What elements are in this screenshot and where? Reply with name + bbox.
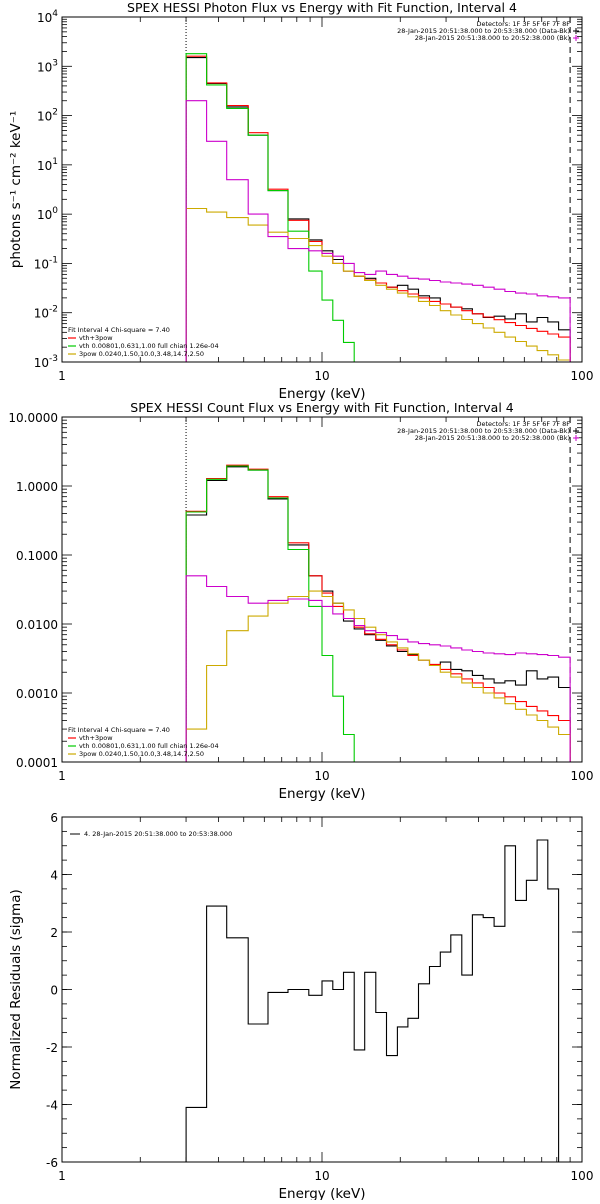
y-tick-label: -6 [46,1156,58,1170]
x-tick-label: 1 [58,369,66,383]
y-tick-base: 10 [37,110,52,124]
y-tick-exponent: 2 [52,108,58,118]
legend-fit-line: 3pow 0.0240,1.50,10.0,3.48,14.7,2.50 [79,350,204,358]
x-axis-label: Energy (keV) [279,786,366,802]
x-tick-label: 10 [314,1169,329,1183]
y-tick-label: -4 [46,1099,58,1113]
y-tick-label: -2 [46,1041,58,1055]
y-tick-exponent: 1 [52,157,58,167]
series-3pow [185,590,571,762]
series-residuals [185,839,571,1162]
y-tick-label: 0.0010 [16,687,58,701]
series-group [185,839,571,1162]
legend-info-line: 28-Jan-2015 20:51:38.000 to 20:52:38.000… [415,34,570,42]
y-tick-label: 4 [50,869,58,883]
y-tick-label: 2 [50,926,58,940]
legend-fit-line: Fit Interval 4 Chi-square = 7.40 [68,326,170,334]
y-tick-base: 10 [37,159,52,173]
x-tick-label: 10 [314,369,329,383]
chart-panel-2: SPEX HESSI Count Flux vs Energy with Fit… [8,400,593,802]
y-tick-exponent: 0 [52,206,58,216]
legend-info-line: 28-Jan-2015 20:51:38.000 to 20:52:38.000… [415,434,570,442]
x-tick-label: 100 [571,1169,594,1183]
y-tick-exponent: 4 [52,9,58,19]
chart-title: SPEX HESSI Count Flux vs Energy with Fit… [130,400,513,415]
x-axis-label: Energy (keV) [279,386,366,402]
legend-fit-line: vth+3pow [79,334,113,342]
y-tick-exponent: -3 [49,354,58,364]
series-bk [185,575,571,762]
y-tick-label: 101 [37,157,58,173]
series-data-bk [185,57,571,362]
legend-info-line: 28-Jan-2015 20:51:38.000 to 20:53:38.000… [397,27,570,35]
y-tick-label: 102 [37,108,58,124]
y-tick-exponent: 3 [52,58,58,68]
x-tick-label: 1 [58,1169,66,1183]
series-vth [185,465,376,762]
series-vth-3pow [185,464,571,762]
series-vth [185,53,387,362]
y-tick-label: 100 [37,206,58,222]
y-tick-label: 0.1000 [16,549,58,563]
y-tick-label: 6 [50,811,58,825]
y-tick-label: 10-1 [34,255,58,271]
plot-frame [61,16,583,363]
series-group [185,464,571,762]
y-axis-label: photons s⁻¹ cm⁻² keV⁻¹ [8,111,24,269]
y-tick-label: 103 [37,58,58,74]
chart-title: SPEX HESSI Photon Flux vs Energy with Fi… [127,0,517,15]
x-tick-label: 100 [571,769,594,783]
x-tick-label: 10 [314,769,329,783]
legend-fit-line: vth 0.00801,0.631,1.00 full chian 1.26e-… [79,742,219,750]
x-axis-label: Energy (keV) [279,1186,366,1200]
y-tick-label: 10-3 [34,354,58,370]
plot-frame [61,816,583,1163]
legend-interval-label: 4. 28-Jan-2015 20:51:38.000 to 20:53:38.… [84,830,232,838]
legend-fit-line: Fit Interval 4 Chi-square = 7.40 [68,726,170,734]
y-tick-exponent: -2 [49,305,58,315]
chart-panel-3: 1 10 100 -6 -4 -2 0 2 4 6 Energy (keV) Normalized R… [8,811,594,1202]
y-tick-base: 10 [37,60,52,74]
legend-fit-line: vth+3pow [79,734,113,742]
y-tick-label: 104 [37,9,58,25]
series-data-bk [185,466,571,762]
legend-info-line: Detectors: 1F 3F 5F 6F 7F 8F [476,420,570,428]
legend-info-line: Detectors: 1F 3F 5F 6F 7F 8F [476,20,570,28]
y-tick-label: 0.0001 [16,756,58,770]
plot-frame [61,416,583,763]
legend-fit-line: vth 0.00801,0.631,1.00 full chian 1.26e-… [79,342,219,350]
legend-info-line: 28-Jan-2015 20:51:38.000 to 20:53:38.000… [397,427,570,435]
series-group [185,53,571,362]
y-tick-label: 0.0100 [16,618,58,632]
series-3pow [185,207,571,362]
series-vth-3pow [185,55,571,362]
legend-fit-line: 3pow 0.0240,1.50,10.0,3.48,14.7,2.50 [79,750,204,758]
x-tick-label: 100 [571,369,594,383]
y-tick-label: 1.0000 [16,480,58,494]
y-tick-base: 10 [34,257,49,271]
chart-panel-1: SPEX HESSI Photon Flux vs Energy with Fi… [8,0,593,402]
y-axis-label: Normalized Residuals (sigma) [8,889,24,1090]
y-tick-base: 10 [37,11,52,25]
y-tick-exponent: -1 [49,255,58,265]
y-tick-label: 10.0000 [8,411,58,425]
y-tick-label: 0 [50,984,58,998]
y-tick-label: 10-2 [34,305,58,321]
y-tick-base: 10 [37,208,52,222]
x-tick-label: 1 [58,769,66,783]
y-tick-base: 10 [34,356,49,370]
series-bk [185,100,571,362]
y-tick-base: 10 [34,307,49,321]
